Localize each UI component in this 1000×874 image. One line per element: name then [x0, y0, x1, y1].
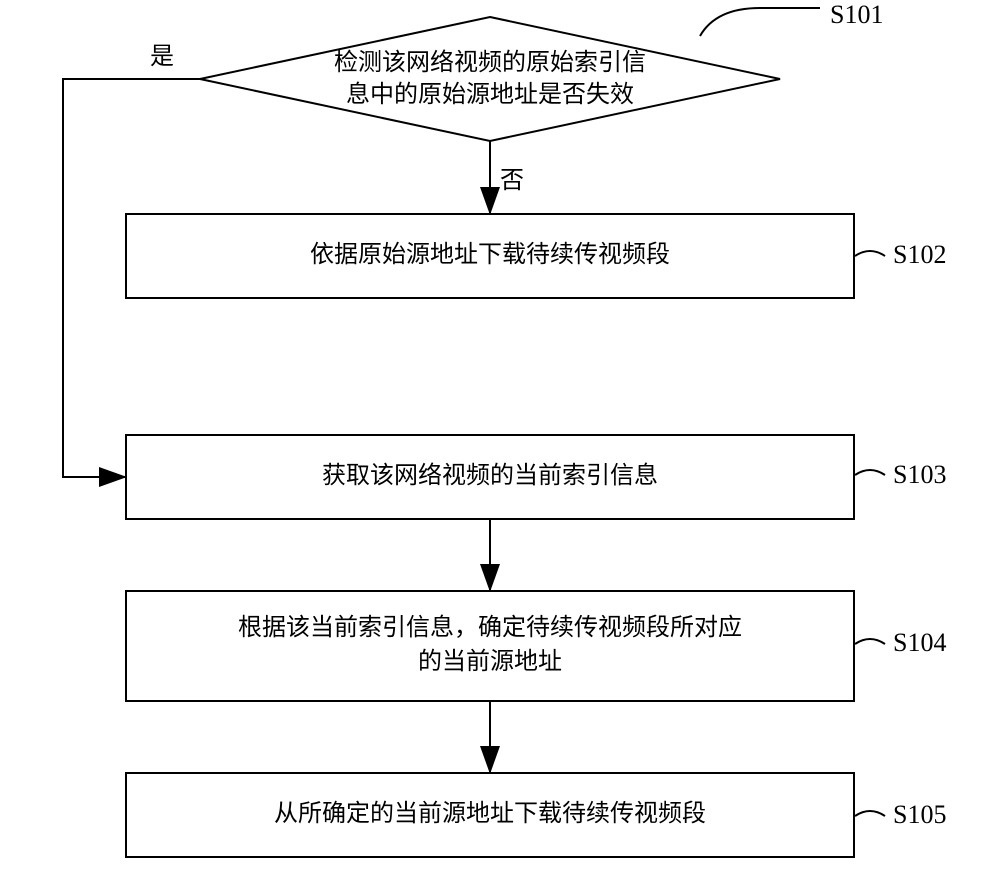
process-s104-text: 根据该当前索引信息，确定待续传视频段所对应 的当前源地址: [238, 612, 742, 679]
leader-s104: [855, 639, 885, 644]
step-label-s105: S105: [893, 800, 946, 830]
flowchart-canvas: 检测该网络视频的原始索引信 息中的原始源地址是否失效 是 否 依据原始源地址下载…: [0, 0, 1000, 874]
process-s105-text: 从所确定的当前源地址下载待续传视频段: [274, 798, 706, 832]
leader-s105: [855, 811, 885, 816]
branch-label-no: 否: [500, 160, 524, 195]
decision-text: 检测该网络视频的原始索引信 息中的原始源地址是否失效: [334, 47, 646, 112]
decision-diamond: 检测该网络视频的原始索引信 息中的原始源地址是否失效: [200, 17, 780, 141]
step-label-s104: S104: [893, 628, 946, 658]
step-label-s103: S103: [893, 460, 946, 490]
step-label-s102: S102: [893, 240, 946, 270]
process-s102-text: 依据原始源地址下载待续传视频段: [310, 239, 670, 273]
branch-label-yes: 是: [150, 36, 174, 71]
leader-s102: [855, 251, 885, 256]
process-s103-text: 获取该网络视频的当前索引信息: [322, 460, 658, 494]
process-s102: 依据原始源地址下载待续传视频段: [125, 213, 855, 299]
process-s105: 从所确定的当前源地址下载待续传视频段: [125, 772, 855, 858]
step-label-s101: S101: [830, 0, 883, 30]
process-s104: 根据该当前索引信息，确定待续传视频段所对应 的当前源地址: [125, 590, 855, 702]
process-s103: 获取该网络视频的当前索引信息: [125, 434, 855, 520]
leader-s103: [855, 470, 885, 475]
